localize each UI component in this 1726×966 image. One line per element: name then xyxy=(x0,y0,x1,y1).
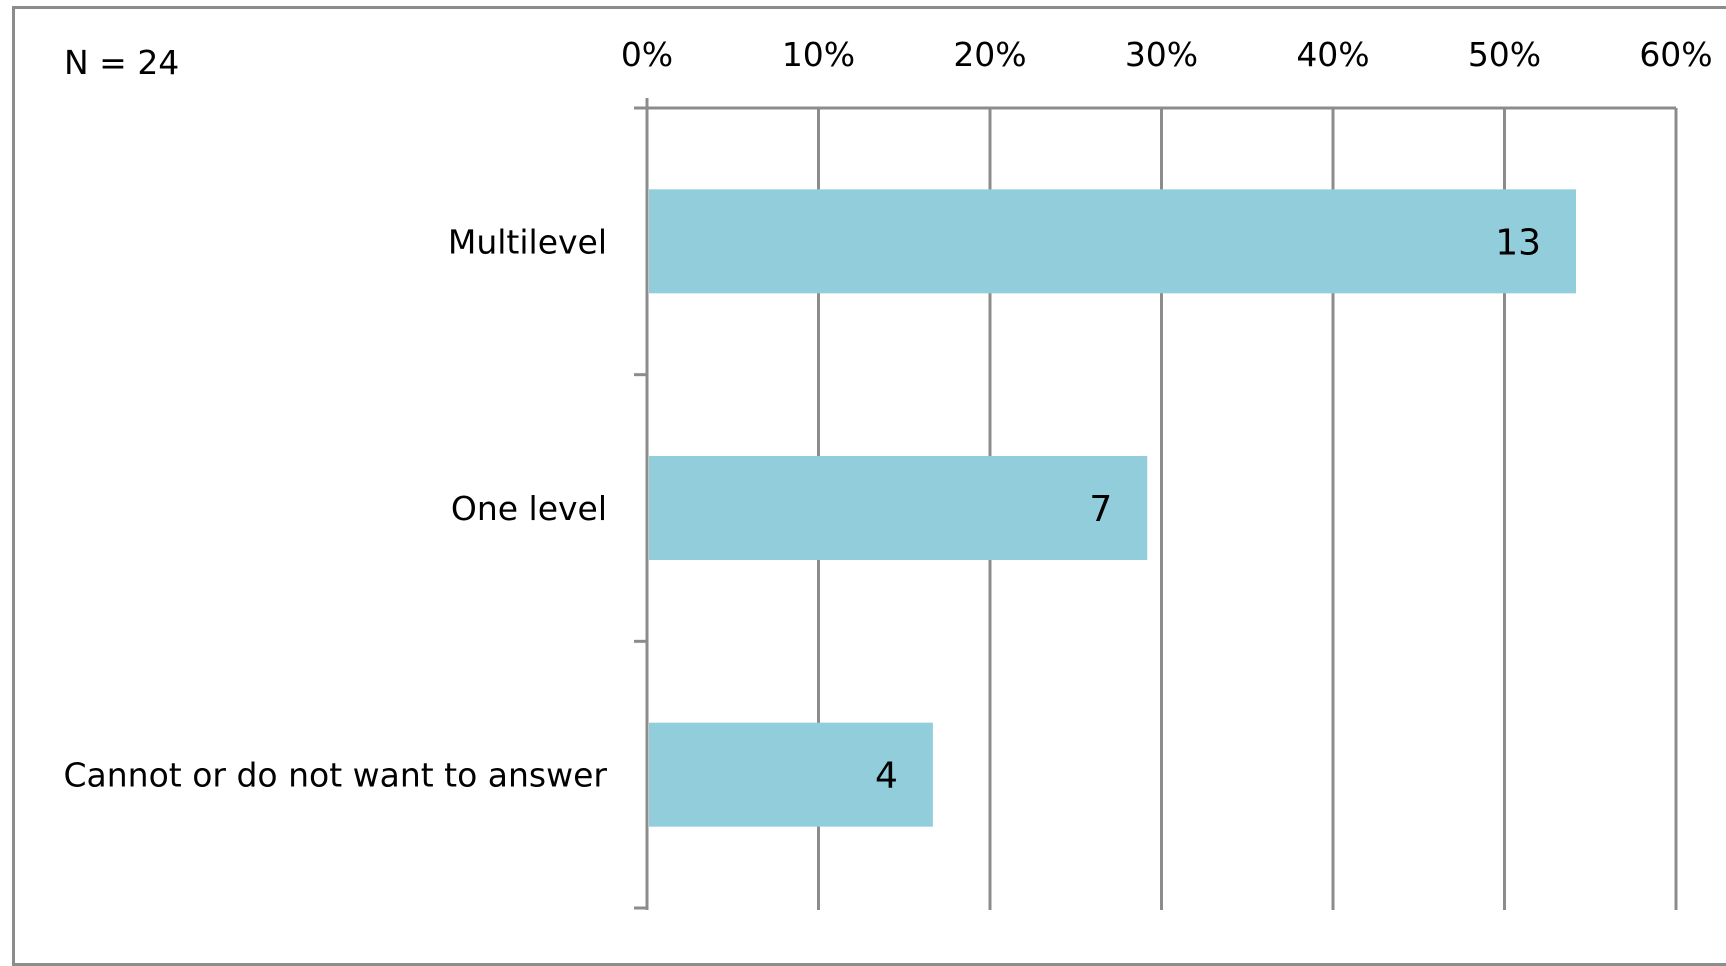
x-tick-label: 60% xyxy=(1639,35,1712,74)
category-label: One level xyxy=(451,489,607,528)
labels: 0% 10% 20% 30% 40% 50% 60% Multilevel 13 One leve… xyxy=(64,35,1713,797)
x-tick-label: 50% xyxy=(1468,35,1541,74)
bar xyxy=(649,722,933,827)
bar-chart: N = 24 0% 10% 20% 30% 40% 50% 60% Multilevel 13 O… xyxy=(64,35,1713,910)
category-label: Multilevel xyxy=(448,222,607,261)
axes xyxy=(634,98,1676,910)
bar xyxy=(649,189,1577,294)
x-tick-label: 20% xyxy=(953,35,1026,74)
bar xyxy=(649,456,1148,560)
x-tick-label: 0% xyxy=(621,35,673,74)
x-tick-label: 30% xyxy=(1125,35,1198,74)
category-label: Cannot or do not want to answer xyxy=(64,756,608,795)
x-tick-label: 10% xyxy=(782,35,855,74)
bars xyxy=(649,189,1577,827)
data-label: 7 xyxy=(1089,489,1112,530)
data-label: 13 xyxy=(1495,222,1541,263)
sample-size-note: N = 24 xyxy=(64,43,179,82)
data-label: 4 xyxy=(875,756,898,797)
x-tick-label: 40% xyxy=(1296,35,1369,74)
